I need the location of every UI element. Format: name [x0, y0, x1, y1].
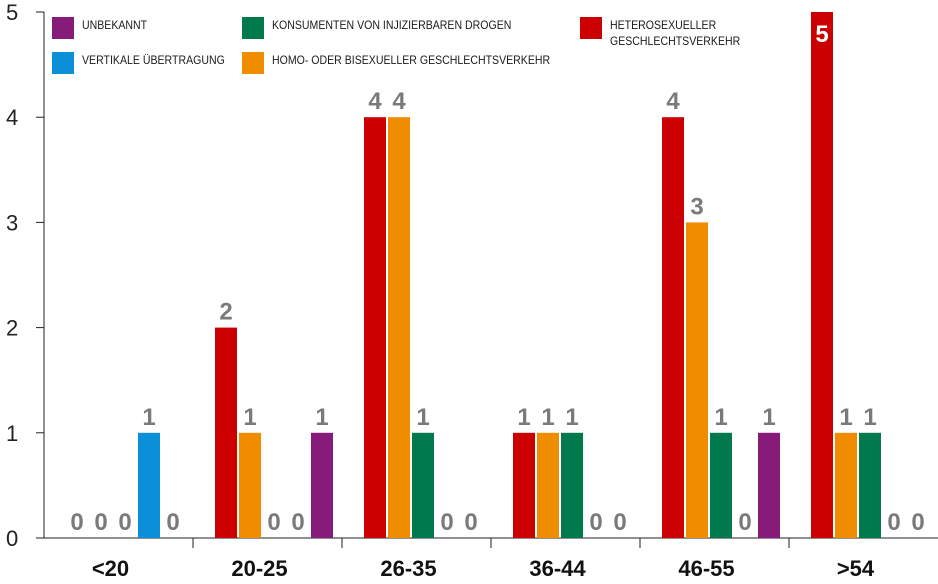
data-label: 1	[714, 404, 727, 431]
y-tick-label: 4	[6, 105, 18, 130]
data-label: 2	[219, 299, 232, 326]
data-label: 0	[166, 509, 179, 536]
data-label: 4	[368, 88, 382, 115]
legend-swatch	[242, 52, 264, 74]
data-label: 0	[911, 509, 924, 536]
legend-item-drogen: KONSUMENTEN VON INJIZIERBAREN DROGEN	[242, 17, 544, 39]
data-label: 0	[464, 509, 477, 536]
bar	[537, 432, 559, 538]
data-label: 1	[416, 404, 429, 431]
data-label: 0	[267, 509, 280, 536]
data-label: 1	[541, 404, 554, 431]
bar	[412, 432, 434, 538]
data-label: 0	[738, 509, 751, 536]
legend-swatch	[242, 17, 264, 39]
bar	[388, 117, 410, 538]
data-label: 1	[565, 404, 578, 431]
data-label: 1	[243, 404, 256, 431]
legend-label: HETEROSEXUELLER GESCHLECHTSVERKEHR	[610, 18, 741, 48]
bar	[811, 12, 833, 538]
bar	[710, 432, 732, 538]
bar	[835, 432, 857, 538]
data-label: 1	[839, 404, 852, 431]
data-label: 0	[94, 509, 107, 536]
data-label: 5	[815, 21, 828, 48]
y-tick-label: 1	[6, 421, 18, 446]
legend-swatch	[580, 17, 602, 39]
y-tick-label: 3	[6, 210, 18, 235]
data-label: 4	[666, 88, 680, 115]
legend: UNBEKANNT VERTIKALE ÜBERTRAGUNG KONSUMEN…	[0, 0, 938, 80]
y-tick-label: 5	[6, 0, 18, 25]
x-tick-label: 46-55	[678, 556, 734, 581]
legend-label: UNBEKANNT	[82, 18, 148, 32]
legend-label: VERTIKALE ÜBERTRAGUNG	[82, 53, 225, 67]
y-tick-label: 0	[6, 526, 18, 551]
x-tick-label: >54	[837, 556, 875, 581]
bar	[513, 432, 535, 538]
bar	[662, 117, 684, 538]
data-label: 1	[315, 404, 328, 431]
legend-item-vertikale: VERTIKALE ÜBERTRAGUNG	[52, 52, 244, 74]
x-tick-label: 36-44	[529, 556, 586, 581]
data-label: 1	[142, 404, 155, 431]
data-label: 0	[887, 509, 900, 536]
data-label: 0	[589, 509, 602, 536]
bar	[311, 432, 333, 538]
legend-swatch	[52, 52, 74, 74]
legend-item-hetero: HETEROSEXUELLER GESCHLECHTSVERKEHR	[580, 17, 780, 49]
bar	[686, 222, 708, 538]
x-tick-label: 26-35	[380, 556, 436, 581]
x-tick-label: 20-25	[231, 556, 287, 581]
data-label: 1	[517, 404, 530, 431]
bar	[758, 432, 780, 538]
data-label: 0	[291, 509, 304, 536]
bar	[364, 117, 386, 538]
data-label: 4	[392, 88, 406, 115]
bar	[215, 327, 237, 538]
legend-swatch	[52, 17, 74, 39]
data-label: 1	[863, 404, 876, 431]
data-label: 0	[613, 509, 626, 536]
legend-item-unbekannt: UNBEKANNT	[52, 17, 156, 39]
data-label: 0	[118, 509, 131, 536]
bar	[561, 432, 583, 538]
bar	[859, 432, 881, 538]
data-label: 0	[70, 509, 83, 536]
y-tick-label: 2	[6, 316, 18, 341]
data-label: 3	[690, 193, 703, 220]
data-label: 1	[762, 404, 775, 431]
data-label: 0	[440, 509, 453, 536]
bar	[138, 432, 160, 538]
legend-item-homo: HOMO- ODER BISEXUELLER GESCHLECHTSVERKEH…	[242, 52, 588, 74]
legend-label: KONSUMENTEN VON INJIZIERBAREN DROGEN	[272, 18, 512, 32]
legend-label: HOMO- ODER BISEXUELLER GESCHLECHTSVERKEH…	[272, 53, 551, 67]
x-tick-label: <20	[92, 556, 129, 581]
bar	[239, 432, 261, 538]
